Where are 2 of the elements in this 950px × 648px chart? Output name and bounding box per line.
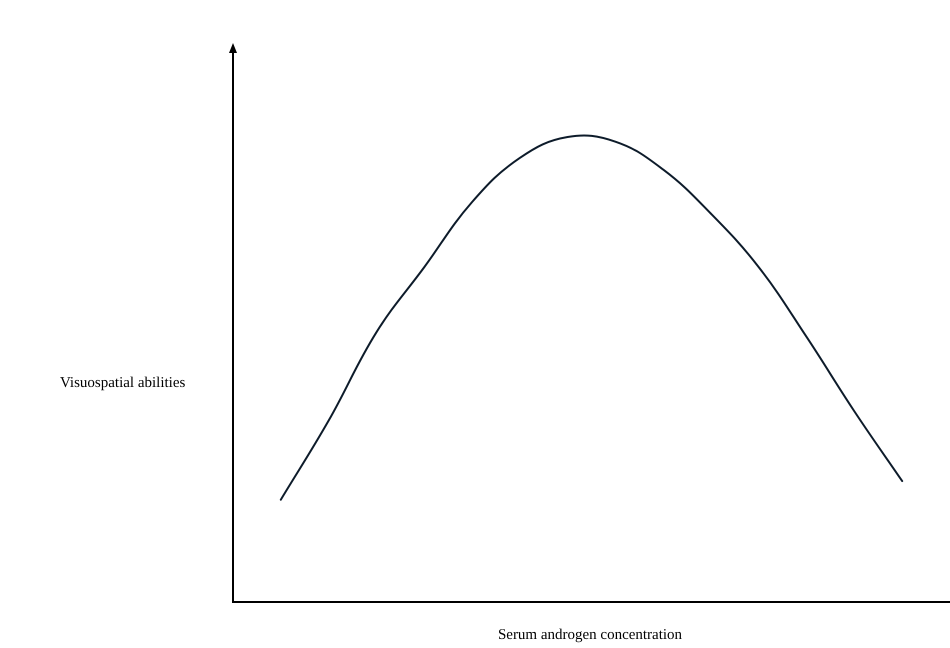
x-axis-title: Serum androgen concentration: [496, 627, 684, 644]
y-axis-title: Visuospatial abilities: [60, 375, 186, 392]
